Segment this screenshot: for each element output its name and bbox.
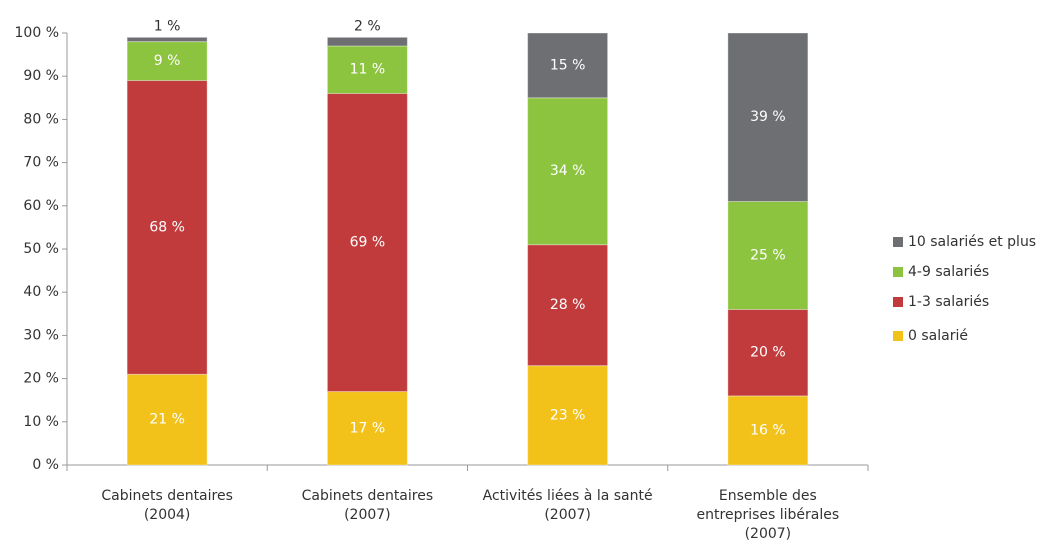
- y-tick-label: 10 %: [23, 414, 59, 430]
- data-label: 39 %: [750, 109, 786, 125]
- bar-segment: [527, 32, 609, 99]
- x-tick-label-line: Activités liées à la santé: [483, 488, 653, 504]
- y-tick-label: 80 %: [23, 111, 59, 127]
- x-tick-label-line: (2004): [144, 507, 191, 523]
- data-label: 9 %: [154, 53, 181, 69]
- legend-swatch: [893, 331, 903, 341]
- y-tick-label: 60 %: [23, 198, 59, 214]
- y-tick-label: 100 %: [15, 25, 59, 41]
- legend-swatch: [893, 297, 903, 307]
- data-label: 21 %: [149, 412, 185, 428]
- bar-segment: [727, 308, 809, 397]
- data-label: 25 %: [750, 247, 786, 263]
- data-label: 69 %: [350, 235, 386, 251]
- y-tick-label: 40 %: [23, 284, 59, 300]
- legend-swatch: [893, 237, 903, 247]
- bar-segment: [326, 92, 408, 393]
- data-label: 23 %: [550, 407, 586, 423]
- y-tick-label: 20 %: [23, 371, 59, 387]
- x-tick-label: Ensemble des entreprises libérales (2007): [697, 488, 840, 542]
- x-tick-label-line: Ensemble des: [719, 488, 817, 504]
- bar-segment: [727, 32, 809, 202]
- legend-label: 1-3 salariés: [908, 294, 989, 310]
- bar-segment: [326, 36, 408, 47]
- data-label: 1 %: [154, 18, 181, 34]
- x-tick-label-line: (2007): [544, 507, 591, 523]
- x-tick-label: Cabinets dentaires (2007): [302, 488, 434, 523]
- bar-segment: [326, 45, 408, 94]
- data-label: 17 %: [350, 420, 386, 436]
- y-tick-label: 90 %: [23, 68, 59, 84]
- data-label: 16 %: [750, 422, 786, 438]
- y-tick-label: 0 %: [32, 457, 59, 473]
- y-tick-label: 70 %: [23, 155, 59, 171]
- legend-swatch: [893, 267, 903, 277]
- x-tick-label-line: (2007): [344, 507, 391, 523]
- data-label: 28 %: [550, 297, 586, 313]
- bar-segment: [126, 36, 208, 43]
- x-tick-label: Cabinets dentaires (2004): [101, 488, 233, 523]
- data-label: 2 %: [354, 18, 381, 34]
- y-tick-label: 50 %: [23, 241, 59, 257]
- x-tick-label-line: Cabinets dentaires: [302, 488, 434, 504]
- data-label: 34 %: [550, 163, 586, 179]
- data-label: 11 %: [350, 62, 386, 78]
- bar-segment: [727, 395, 809, 466]
- bar-segment: [326, 391, 408, 466]
- legend-label: 10 salariés et plus: [908, 234, 1036, 250]
- x-tick-label: Activités liées à la santé (2007): [483, 488, 653, 523]
- x-tick-label-line: entreprises libérales: [697, 507, 840, 523]
- x-tick-label-line: Cabinets dentaires: [101, 488, 233, 504]
- data-label: 68 %: [149, 219, 185, 235]
- legend-label: 4-9 salariés: [908, 264, 989, 280]
- bar-segment: [727, 200, 809, 310]
- data-label: 20 %: [750, 345, 786, 361]
- legend-label: 0 salarié: [908, 328, 968, 344]
- y-tick-label: 30 %: [23, 327, 59, 343]
- bar-segment: [527, 365, 609, 466]
- bar-segment: [527, 97, 609, 246]
- x-tick-label-line: (2007): [745, 526, 792, 542]
- bar-segment: [527, 244, 609, 367]
- data-label: 15 %: [550, 57, 586, 73]
